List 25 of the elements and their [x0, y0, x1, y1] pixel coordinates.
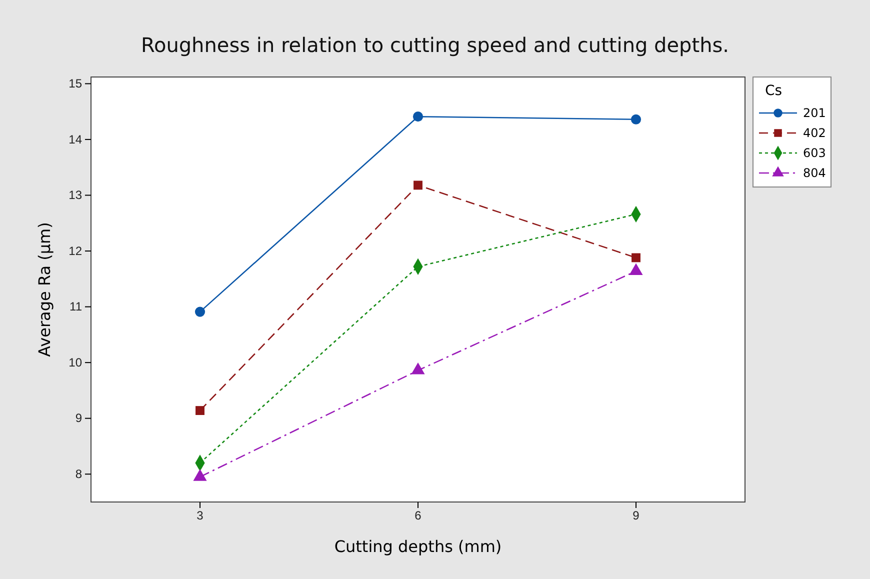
- legend-label: 603: [803, 146, 826, 160]
- y-tick-label: 14: [68, 132, 82, 146]
- point: [196, 406, 204, 415]
- chart-title: Roughness in relation to cutting speed and cutting depths.: [140, 33, 730, 57]
- y-tick-label: 12: [68, 244, 82, 258]
- y-axis-title: Average Ra (µm): [35, 222, 54, 357]
- x-tick-label: 6: [414, 508, 422, 523]
- legend-title: Cs: [765, 83, 782, 99]
- legend-label: 804: [803, 166, 826, 180]
- x-tick-label: 9: [632, 508, 640, 523]
- legend-label: 201: [803, 106, 826, 120]
- legend-label: 402: [803, 126, 826, 140]
- y-tick-label: 13: [68, 188, 82, 202]
- y-tick-label: 9: [75, 411, 82, 426]
- point: [632, 253, 640, 262]
- y-tick-label: 8: [75, 466, 82, 481]
- x-tick-label: 3: [196, 508, 204, 523]
- y-tick-label: 10: [68, 355, 82, 370]
- y-tick-label: 11: [70, 300, 82, 314]
- point: [412, 112, 424, 122]
- point: [414, 180, 422, 190]
- y-tick-label: 15: [68, 76, 82, 91]
- x-axis-title: Cutting depths (mm): [334, 537, 502, 556]
- point: [630, 114, 642, 124]
- point: [194, 306, 206, 317]
